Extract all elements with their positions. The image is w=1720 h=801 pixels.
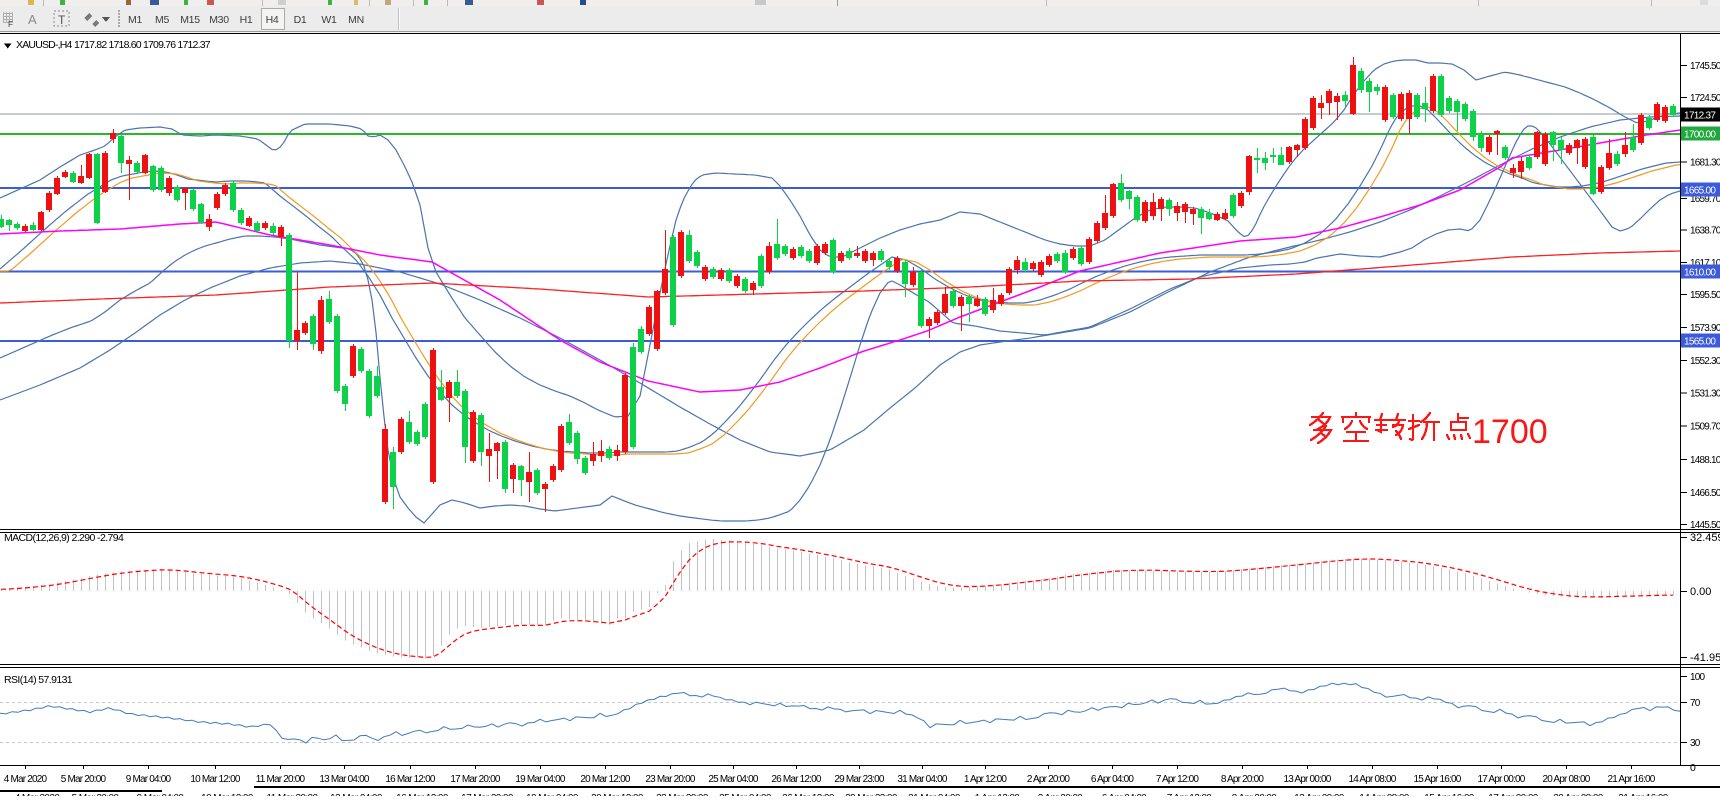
svg-text:1509.70: 1509.70 bbox=[1690, 422, 1720, 433]
svg-text:15 Apr 16:00: 15 Apr 16:00 bbox=[1413, 774, 1461, 785]
svg-text:32.459: 32.459 bbox=[1690, 532, 1720, 544]
svg-text:1700.00: 1700.00 bbox=[1684, 130, 1716, 141]
svg-text:1610.00: 1610.00 bbox=[1684, 268, 1716, 279]
svg-text:1712.37: 1712.37 bbox=[1684, 111, 1716, 122]
svg-text:10 Mar 12:00: 10 Mar 12:00 bbox=[190, 774, 241, 785]
svg-text:0.00: 0.00 bbox=[1690, 586, 1711, 598]
svg-text:9 Mar 04:00: 9 Mar 04:00 bbox=[126, 774, 172, 785]
svg-text:4 Mar 2020: 4 Mar 2020 bbox=[4, 774, 48, 785]
svg-text:8 Apr 20:00: 8 Apr 20:00 bbox=[1221, 774, 1265, 785]
svg-text:26 Mar 12:00: 26 Mar 12:00 bbox=[771, 774, 822, 785]
svg-text:11 Mar 20:00: 11 Mar 20:00 bbox=[256, 774, 306, 785]
svg-text:M15: M15 bbox=[180, 14, 200, 26]
svg-text:1638.70: 1638.70 bbox=[1690, 226, 1720, 237]
svg-text:MN: MN bbox=[348, 14, 364, 26]
svg-text:1681.30: 1681.30 bbox=[1690, 158, 1720, 169]
svg-text:31 Mar 04:00: 31 Mar 04:00 bbox=[897, 774, 948, 785]
svg-text:19 Mar 04:00: 19 Mar 04:00 bbox=[515, 774, 566, 785]
svg-text:-41.95: -41.95 bbox=[1690, 652, 1720, 664]
svg-text:M5: M5 bbox=[155, 14, 169, 26]
svg-text:14 Apr 08:00: 14 Apr 08:00 bbox=[1348, 774, 1396, 785]
svg-text:M30: M30 bbox=[209, 14, 229, 26]
svg-text:H1: H1 bbox=[240, 14, 253, 26]
svg-text:17 Mar 20:00: 17 Mar 20:00 bbox=[450, 774, 501, 785]
svg-text:1531.30: 1531.30 bbox=[1690, 389, 1720, 400]
svg-text:1659.70: 1659.70 bbox=[1690, 194, 1720, 205]
svg-text:1745.50: 1745.50 bbox=[1690, 61, 1720, 72]
svg-text:0: 0 bbox=[1690, 762, 1696, 774]
svg-text:1552.30: 1552.30 bbox=[1690, 356, 1720, 367]
svg-text:25 Mar 04:00: 25 Mar 04:00 bbox=[708, 774, 759, 785]
svg-text:F: F bbox=[8, 20, 13, 29]
svg-text:W1: W1 bbox=[321, 14, 337, 26]
svg-text:M1: M1 bbox=[128, 14, 142, 26]
svg-text:1617.10: 1617.10 bbox=[1690, 258, 1720, 269]
svg-text:T: T bbox=[58, 13, 66, 27]
svg-text:100: 100 bbox=[1690, 672, 1706, 683]
svg-text:1717.82 1718.60 1709.76 1712.3: 1717.82 1718.60 1709.76 1712.37 bbox=[74, 39, 211, 51]
svg-text:21 Apr 16:00: 21 Apr 16:00 bbox=[1607, 774, 1655, 785]
svg-text:1565.00: 1565.00 bbox=[1684, 337, 1716, 348]
svg-text:1595.50: 1595.50 bbox=[1690, 290, 1720, 301]
svg-text:6 Apr 04:00: 6 Apr 04:00 bbox=[1091, 774, 1135, 785]
svg-text:1 Apr 12:00: 1 Apr 12:00 bbox=[964, 774, 1008, 785]
svg-text:1466.50: 1466.50 bbox=[1690, 488, 1720, 499]
svg-text:70: 70 bbox=[1690, 698, 1701, 709]
svg-text:20 Mar 12:00: 20 Mar 12:00 bbox=[580, 774, 631, 785]
svg-text:7 Apr 12:00: 7 Apr 12:00 bbox=[1156, 774, 1200, 785]
svg-text:16 Mar 12:00: 16 Mar 12:00 bbox=[385, 774, 436, 785]
svg-text:29 Mar 23:00: 29 Mar 23:00 bbox=[834, 774, 885, 785]
svg-text:13 Apr 00:00: 13 Apr 00:00 bbox=[1283, 774, 1331, 785]
svg-text:30: 30 bbox=[1690, 738, 1701, 749]
svg-text:1488.10: 1488.10 bbox=[1690, 455, 1720, 466]
svg-text:D1: D1 bbox=[294, 14, 307, 26]
svg-text:RSI(14) 57.9131: RSI(14) 57.9131 bbox=[4, 674, 73, 686]
svg-text:1445.50: 1445.50 bbox=[1690, 520, 1720, 531]
svg-text:5 Mar 20:00: 5 Mar 20:00 bbox=[61, 774, 107, 785]
svg-text:1573.90: 1573.90 bbox=[1690, 323, 1720, 334]
svg-text:1700: 1700 bbox=[1472, 413, 1548, 451]
svg-text:XAUUSD-,H4: XAUUSD-,H4 bbox=[16, 39, 73, 51]
svg-text:1724.50: 1724.50 bbox=[1690, 93, 1720, 104]
svg-text:20 Apr 08:00: 20 Apr 08:00 bbox=[1542, 774, 1590, 785]
svg-text:A: A bbox=[28, 12, 37, 27]
svg-text:1665.00: 1665.00 bbox=[1684, 186, 1716, 197]
svg-text:.: . bbox=[1690, 0, 1693, 3]
svg-text:MACD(12,26,9) 2.290 -2.794: MACD(12,26,9) 2.290 -2.794 bbox=[4, 532, 124, 544]
svg-text:H4: H4 bbox=[266, 14, 279, 26]
svg-text:13 Mar 04:00: 13 Mar 04:00 bbox=[319, 774, 370, 785]
svg-text:23 Mar 20:00: 23 Mar 20:00 bbox=[645, 774, 696, 785]
svg-text:17 Apr 00:00: 17 Apr 00:00 bbox=[1477, 774, 1525, 785]
svg-text:2 Apr 20:00: 2 Apr 20:00 bbox=[1027, 774, 1071, 785]
